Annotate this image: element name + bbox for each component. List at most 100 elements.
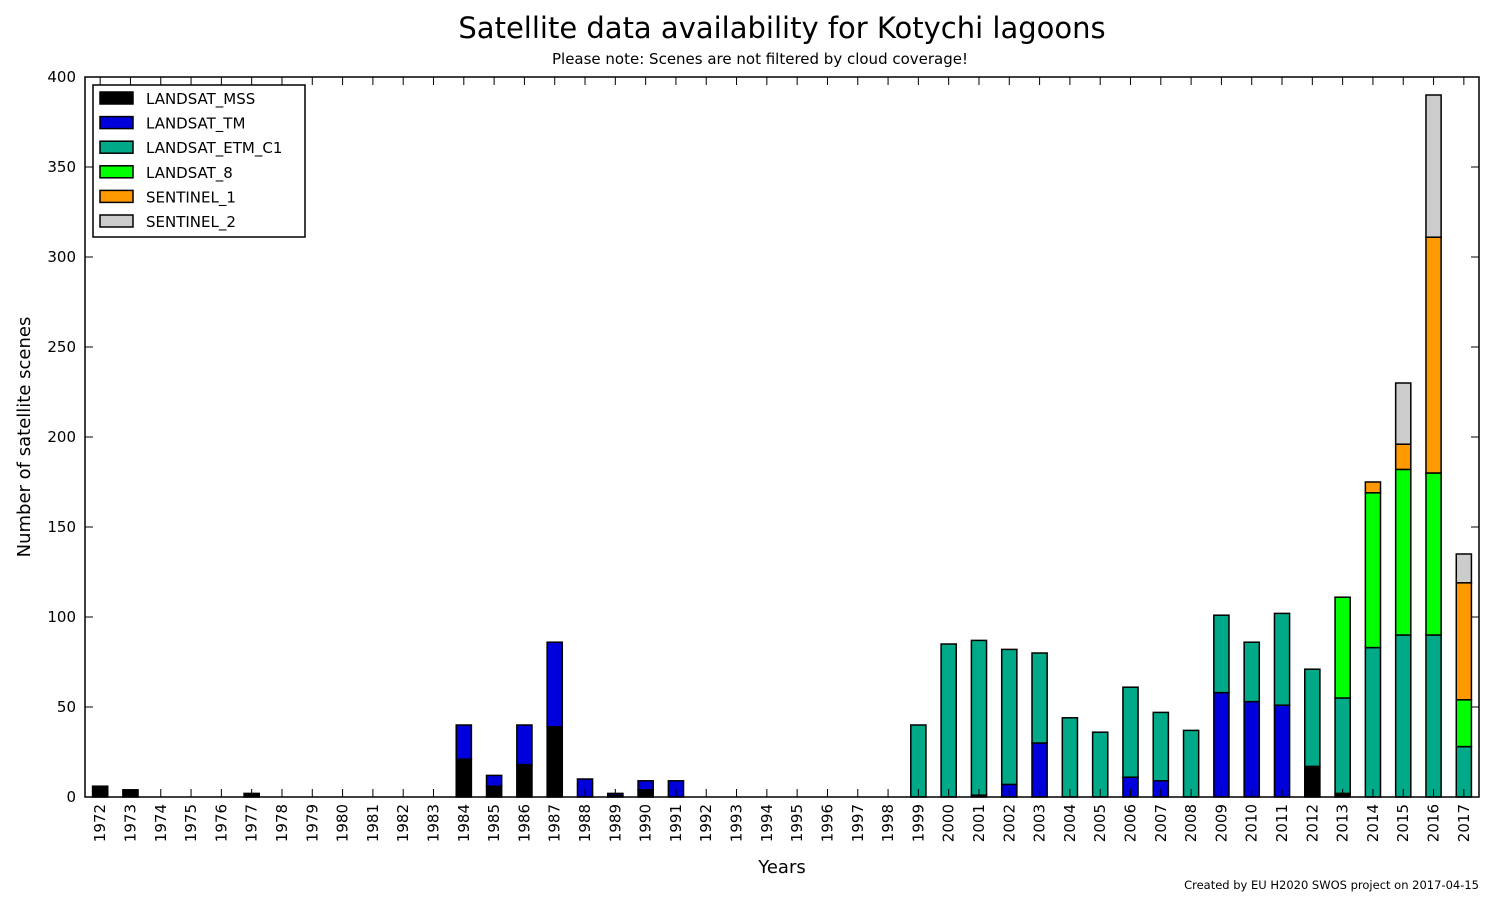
x-tick-label: 2013	[1334, 804, 1352, 842]
bar-landsat-tm-2011	[1273, 704, 1291, 798]
bar-landsat-tm-1986	[516, 724, 533, 766]
bar-landsat-mss-1987	[546, 726, 564, 798]
x-tick-label: 1974	[152, 804, 170, 842]
chart-title: Satellite data availability for Kotychi …	[458, 11, 1105, 45]
y-tick-label: 250	[47, 338, 76, 356]
bar-landsat-8-2016	[1425, 472, 1442, 636]
y-tick-label: 200	[47, 428, 76, 446]
x-tick-label: 1979	[303, 804, 321, 842]
x-tick-label: 1989	[606, 804, 624, 842]
bar-landsat-8-2017	[1455, 699, 1473, 748]
x-tick-label: 2015	[1394, 804, 1412, 842]
bar-landsat-tm-2010	[1243, 700, 1261, 798]
bar-landsat-tm-1985	[485, 774, 503, 787]
bar-landsat-etm-c1-2001	[970, 639, 988, 796]
bar-landsat-8-2015	[1394, 468, 1412, 636]
x-tick-label: 2003	[1031, 804, 1049, 842]
bar-sentinel-1-2015	[1394, 443, 1412, 471]
x-tick-label: 1972	[91, 804, 109, 842]
legend-swatch-landsat-tm	[99, 115, 134, 130]
y-tick-label: 400	[47, 68, 76, 86]
bar-landsat-etm-c1-2000	[940, 643, 957, 798]
y-tick-label: 300	[47, 248, 76, 266]
x-tick-label: 2017	[1455, 804, 1473, 842]
bar-sentinel-2-2015	[1394, 382, 1412, 445]
x-tick-label: 2010	[1243, 804, 1261, 842]
bar-landsat-etm-c1-2002	[1000, 648, 1018, 786]
bar-sentinel-2-2016	[1425, 94, 1442, 238]
legend-swatch-sentinel-2	[99, 214, 134, 228]
bar-landsat-tm-1984	[455, 724, 473, 760]
bar-sentinel-1-2014	[1364, 481, 1382, 494]
x-tick-label: 2002	[1000, 804, 1018, 842]
bar-landsat-tm-1990	[637, 780, 654, 791]
legend-swatch-landsat-8	[99, 165, 134, 179]
bar-landsat-8-2013	[1334, 596, 1351, 699]
legend-label-landsat-mss: LANDSAT_MSS	[146, 90, 255, 109]
x-tick-label: 1975	[182, 804, 200, 842]
legend-label-sentinel-1: SENTINEL_1	[146, 188, 236, 207]
legend-label-landsat-etm-c1: LANDSAT_ETM_C1	[146, 139, 282, 158]
legend-box	[92, 84, 306, 238]
x-tick-label: 1993	[728, 804, 746, 842]
x-tick-label: 1985	[485, 804, 503, 842]
y-tick-label: 350	[47, 158, 76, 176]
bar-landsat-etm-c1-2010	[1243, 641, 1261, 703]
y-tick-label: 0	[66, 788, 76, 806]
x-tick-label: 1976	[212, 804, 230, 842]
bar-landsat-etm-c1-2015	[1394, 634, 1412, 798]
bar-landsat-etm-c1-2009	[1213, 614, 1230, 694]
y-tick-label: 50	[57, 698, 76, 716]
x-tick-label: 1996	[818, 804, 836, 842]
bar-landsat-etm-c1-2008	[1182, 729, 1200, 798]
legend-swatch-sentinel-1	[99, 189, 134, 204]
bar-landsat-etm-c1-2005	[1091, 731, 1109, 798]
bar-landsat-tm-2009	[1213, 691, 1230, 798]
x-tick-label: 2008	[1182, 804, 1200, 842]
x-tick-label: 1990	[637, 804, 655, 842]
bar-landsat-etm-c1-2016	[1425, 634, 1442, 798]
x-tick-label: 1983	[425, 804, 443, 842]
legend-label-landsat-tm: LANDSAT_TM	[146, 115, 245, 134]
legend-swatch-landsat-mss	[99, 91, 134, 105]
bar-landsat-tm-1987	[546, 641, 564, 728]
bar-landsat-etm-c1-2013	[1334, 697, 1351, 795]
bar-sentinel-1-2017	[1455, 582, 1473, 701]
x-tick-label: 2012	[1303, 804, 1321, 842]
x-tick-label: 1997	[849, 804, 867, 842]
y-axis-label: Number of satellite scenes	[14, 317, 35, 558]
y-tick-label: 150	[47, 518, 76, 536]
x-tick-label: 1988	[576, 804, 594, 842]
x-tick-label: 1980	[334, 804, 352, 842]
x-tick-label: 1995	[788, 804, 806, 842]
legend-swatch-landsat-etm-c1	[99, 140, 134, 154]
chart-subtitle: Please note: Scenes are not filtered by …	[552, 50, 968, 68]
bar-landsat-etm-c1-2007	[1152, 711, 1170, 782]
x-tick-label: 1999	[909, 804, 927, 842]
x-tick-label: 2007	[1152, 804, 1170, 842]
x-tick-label: 2004	[1061, 804, 1079, 842]
bar-landsat-etm-c1-2011	[1273, 612, 1291, 706]
bar-landsat-etm-c1-2006	[1122, 686, 1139, 778]
x-tick-label: 1978	[273, 804, 291, 842]
legend-label-landsat-8: LANDSAT_8	[146, 164, 233, 183]
x-tick-label: 1991	[667, 804, 685, 842]
bar-landsat-etm-c1-2003	[1031, 652, 1048, 744]
x-tick-label: 2000	[940, 804, 958, 842]
x-tick-label: 2006	[1122, 804, 1140, 842]
bar-landsat-etm-c1-2004	[1061, 717, 1079, 798]
x-tick-label: 1977	[243, 804, 261, 842]
bar-landsat-etm-c1-2012	[1304, 668, 1321, 768]
x-tick-label: 1986	[515, 804, 533, 842]
x-tick-label: 1973	[121, 804, 139, 842]
y-tick-label: 100	[47, 608, 76, 626]
x-tick-label: 2016	[1425, 804, 1443, 842]
x-tick-label: 1994	[758, 804, 776, 842]
bar-landsat-etm-c1-1999	[910, 724, 927, 798]
bar-sentinel-1-2016	[1425, 236, 1442, 474]
x-axis-label: Years	[757, 857, 806, 878]
x-tick-label: 2005	[1091, 804, 1109, 842]
x-tick-label: 1984	[455, 804, 473, 842]
bar-landsat-etm-c1-2014	[1364, 646, 1382, 798]
